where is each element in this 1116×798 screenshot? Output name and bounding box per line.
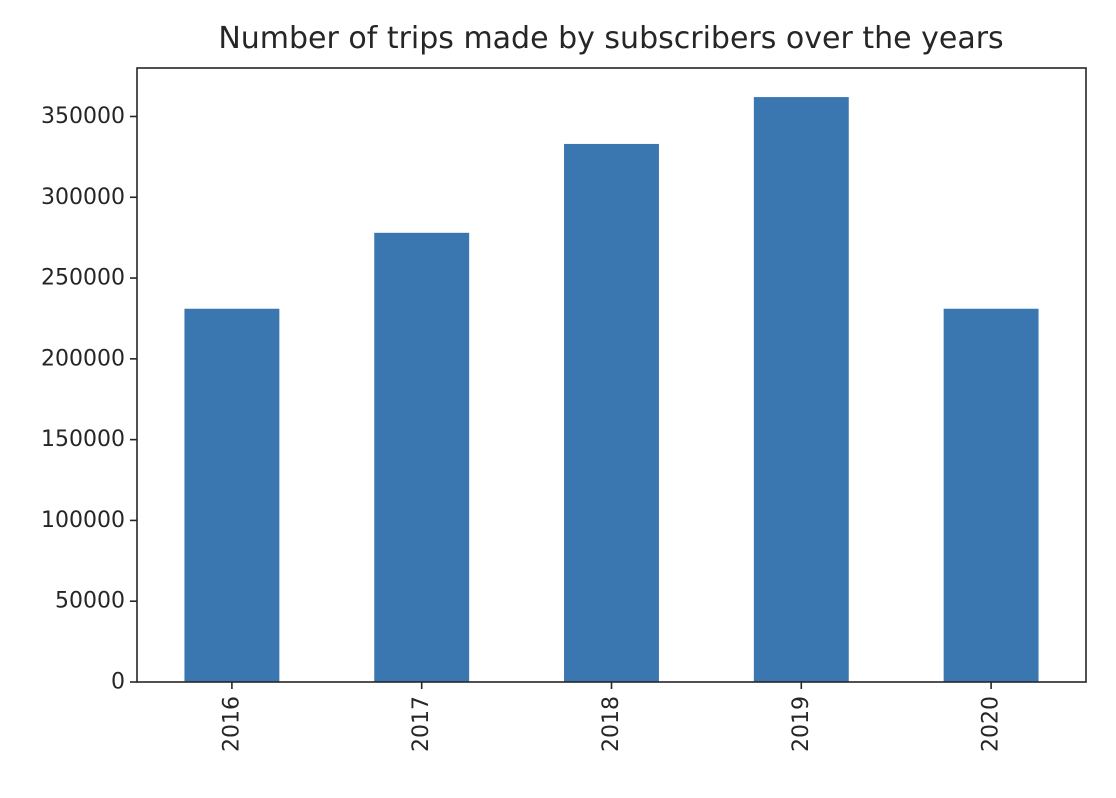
- chart-title: Number of trips made by subscribers over…: [218, 21, 1003, 56]
- x-tick-label: 2020: [979, 696, 1004, 752]
- x-tick-label: 2019: [789, 696, 814, 752]
- x-tick-label: 2016: [219, 696, 244, 752]
- y-axis: 0 50000 100000 150000 200000 250000 300000 3500…: [41, 104, 137, 695]
- y-tick-label: 350000: [41, 104, 125, 129]
- y-tick-label: 0: [111, 670, 125, 695]
- y-tick-label: 250000: [41, 266, 125, 291]
- bar-2017: [374, 232, 470, 682]
- y-tick-label: 50000: [55, 589, 125, 614]
- x-tick-label: 2017: [409, 696, 434, 752]
- bars-group: [184, 97, 1039, 682]
- y-tick-label: 150000: [41, 427, 125, 452]
- bar-2020: [943, 308, 1039, 682]
- y-tick-label: 100000: [41, 508, 125, 533]
- bar-2016: [184, 308, 280, 682]
- bar-2019: [753, 97, 849, 682]
- y-tick-label: 200000: [41, 346, 125, 371]
- x-tick-label: 2018: [599, 696, 624, 752]
- y-tick-label: 300000: [41, 185, 125, 210]
- bar-2018: [564, 143, 659, 682]
- x-axis: 2016 2017 2018 2019 2020: [219, 682, 1004, 752]
- plot-frame: [136, 67, 1087, 683]
